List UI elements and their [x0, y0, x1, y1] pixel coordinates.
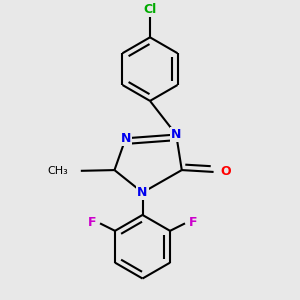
Text: O: O — [220, 165, 231, 178]
Text: F: F — [88, 216, 96, 229]
Text: F: F — [189, 216, 197, 229]
Text: N: N — [171, 128, 181, 141]
Text: CH₃: CH₃ — [47, 166, 68, 176]
Text: Cl: Cl — [143, 3, 157, 16]
Text: N: N — [137, 186, 148, 199]
Text: N: N — [121, 132, 131, 145]
